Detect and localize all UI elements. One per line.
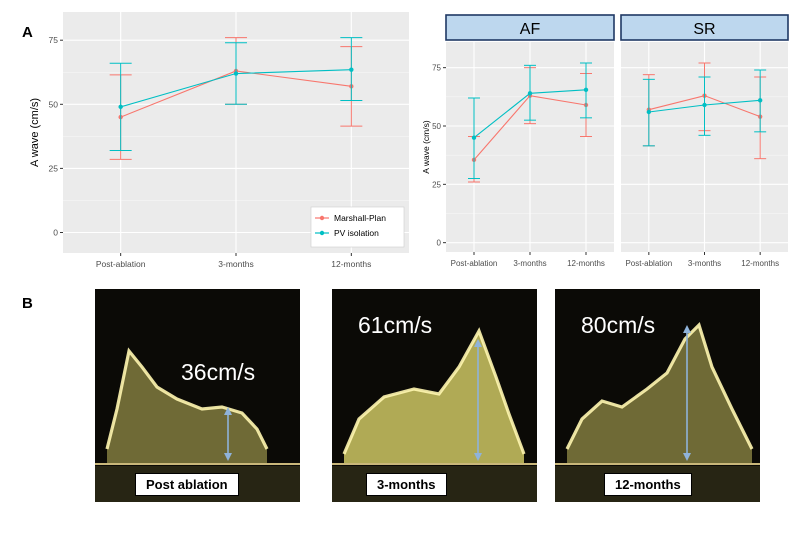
legend-label: Marshall-Plan [334,213,386,223]
x-tick-label: 3-months [513,259,546,268]
echo-caption: Post ablation [135,473,239,496]
legend-box [310,206,405,248]
data-point [702,93,707,98]
data-point [583,102,589,108]
series-line [473,89,587,139]
series-line [648,99,761,113]
doppler-envelope-edge [342,327,526,455]
echo-post-ablation-trace [95,347,300,502]
doppler-envelope [567,325,752,464]
data-point [233,68,239,74]
measure-arrow-head [224,407,232,415]
data-point [349,84,354,89]
echo-3-months: 61cm/s 3-months [332,289,537,502]
plot-background [63,12,409,253]
x-tick-label: 3-months [218,259,253,269]
facet-strip-label: SR [693,21,715,38]
echo-speed-label: 61cm/s [358,312,433,338]
data-point [646,107,652,112]
series-line [120,70,352,118]
data-point [471,135,477,140]
measure-arrow-head [474,453,482,461]
data-point [702,102,707,108]
y-tick-label: 0 [437,239,442,248]
facet-strip-label: AF [520,21,541,38]
y-tick-label: 75 [432,64,441,73]
data-point [471,157,477,163]
legend-key-point [319,215,325,221]
data-point [757,98,763,103]
echo-post-ablation: 36cm/s Post ablation [95,289,300,502]
echo-speed-label: 80cm/s [581,312,656,338]
data-point [118,114,123,120]
panel-b-label: B [22,295,33,312]
y-tick-label: 50 [432,122,441,131]
x-tick-label: Post-ablation [96,259,146,269]
x-tick-label: 12-months [741,259,779,268]
y-axis-label: A wave (cm/s) [421,120,431,174]
x-tick-label: 12-months [331,259,371,269]
plot-background [446,42,614,252]
measure-arrow-head [683,453,691,461]
data-point [757,114,763,119]
x-tick-label: Post-ablation [451,259,498,268]
legend-key-point [319,230,325,236]
measure-arrow-head [683,325,691,333]
series-line [120,69,352,108]
echo-speed-label: 36cm/s [181,359,256,385]
data-point [527,93,533,98]
data-point [349,67,354,72]
doppler-envelope [107,351,267,464]
y-tick-label: 25 [49,163,59,173]
data-point [646,109,652,115]
facet-strip [620,14,789,41]
panel-a-label: A [22,24,33,41]
y-tick-label: 25 [432,180,441,189]
y-tick-label: 0 [53,227,58,237]
data-point [118,104,123,110]
x-tick-label: 12-months [567,259,605,268]
y-axis-label: A wave (cm/s) [29,98,41,167]
echo-12-months: 80cm/s 12-months [555,289,760,502]
x-tick-label: 3-months [688,259,721,268]
doppler-envelope-edge [105,347,269,450]
doppler-envelope-edge [565,321,754,450]
series-line [648,95,761,118]
plot-background [621,42,788,252]
x-tick-label: Post-ablation [625,259,672,268]
y-tick-label: 50 [49,99,59,109]
facet-strip [445,14,615,41]
data-point [583,87,589,93]
echo-caption: 12-months [604,473,692,496]
legend-label: PV isolation [334,228,379,238]
data-point [233,71,239,76]
measure-arrow-head [474,339,482,347]
data-point [527,91,533,96]
y-tick-label: 75 [49,35,59,45]
series-line [473,95,587,161]
doppler-envelope [344,331,524,464]
echo-caption: 3-months [366,473,447,496]
measure-arrow-head [224,453,232,461]
